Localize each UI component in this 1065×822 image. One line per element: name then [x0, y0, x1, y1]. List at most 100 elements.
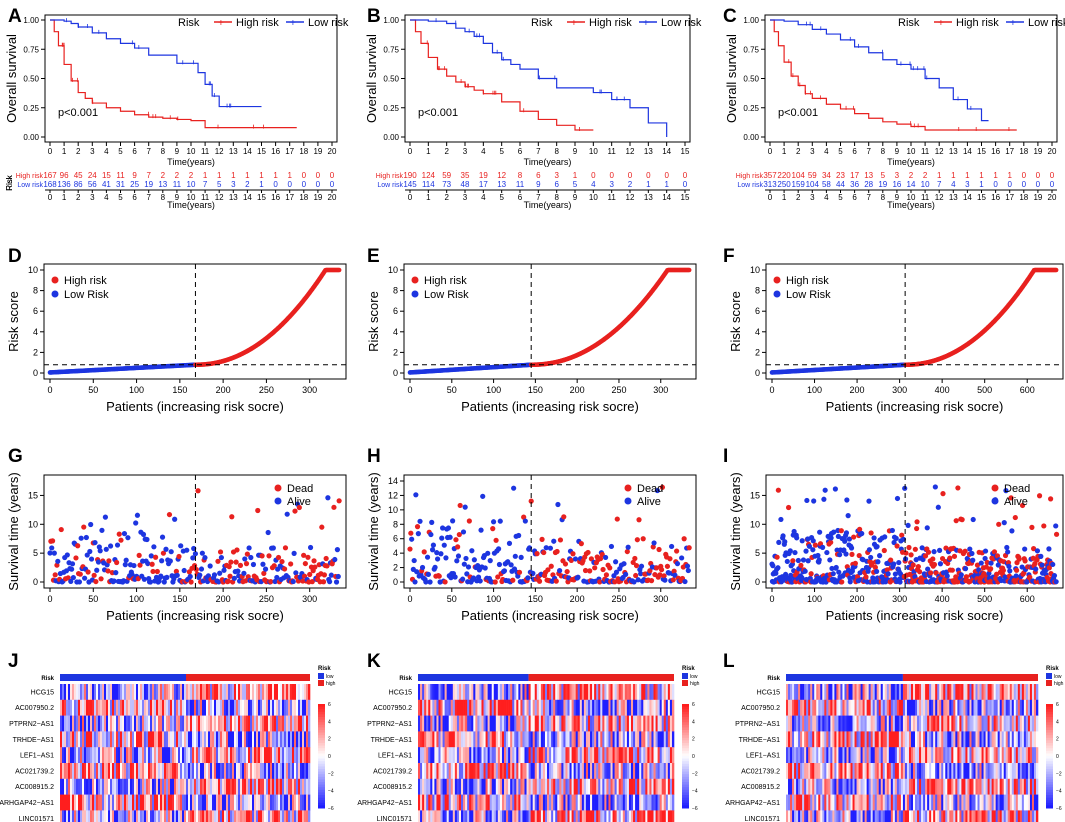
- heatmap-cell: [262, 747, 265, 764]
- heatmap-cell: [228, 684, 231, 701]
- heatmap-cell: [544, 747, 548, 764]
- heatmap-cell: [194, 699, 197, 716]
- risk-count-high: 17: [850, 171, 859, 180]
- heatmap-cell: [136, 715, 139, 732]
- heatmap-cell: [284, 684, 287, 701]
- heatmap-cell: [298, 747, 301, 764]
- x-tick-label: 2: [76, 147, 81, 156]
- heatmap-cell: [569, 731, 572, 748]
- dead-point: [648, 578, 655, 584]
- heatmap-cell: [504, 747, 507, 764]
- heatmap-cell: [66, 731, 69, 748]
- heatmap-cell: [94, 715, 97, 732]
- heatmap-cell: [624, 715, 628, 732]
- heatmap-cell: [230, 699, 233, 716]
- heatmap-cell: [72, 747, 75, 764]
- heatmap-cell: [620, 747, 624, 764]
- heatmap-cell: [284, 810, 287, 822]
- heatmap-cell: [596, 763, 599, 780]
- color-scale-step: [318, 784, 325, 788]
- heatmap-cell: [164, 794, 167, 811]
- heatmap-cell: [626, 699, 630, 716]
- heatmap-cell: [461, 731, 464, 748]
- heatmap-cell: [176, 763, 179, 780]
- heatmap-cell: [172, 684, 175, 701]
- heatmap-cell: [114, 731, 117, 748]
- alive-point: [816, 557, 822, 563]
- alive-point: [967, 546, 973, 552]
- y-tick-label: 0.50: [23, 75, 39, 84]
- alive-point: [806, 543, 813, 549]
- heatmap-cell: [202, 699, 205, 716]
- heatmap-cell: [302, 699, 305, 716]
- heatmap-cell: [618, 684, 622, 701]
- heatmap-cell: [659, 715, 663, 732]
- heatmap-cell: [154, 684, 157, 701]
- heatmap-cell: [290, 684, 293, 701]
- heatmap-cell: [184, 699, 187, 716]
- heatmap-cell: [264, 778, 267, 795]
- dead-point: [994, 553, 1001, 559]
- heatmap-cell: [192, 778, 195, 795]
- dead-point: [585, 549, 591, 556]
- alive-point: [260, 561, 266, 567]
- alive-point: [827, 557, 833, 563]
- heatmap-cell: [278, 810, 281, 822]
- heatmap-cell: [112, 747, 115, 764]
- heatmap-cell: [116, 747, 119, 764]
- heatmap-cell: [436, 763, 439, 780]
- heatmap-cell: [542, 763, 546, 780]
- heatmap-cell: [228, 778, 231, 795]
- alive-point: [49, 545, 55, 551]
- heatmap-cell: [292, 810, 295, 822]
- heatmap-cell: [70, 794, 73, 811]
- heatmap-cell: [461, 684, 464, 701]
- heatmap-cell: [284, 747, 287, 764]
- dead-point: [324, 563, 330, 569]
- heatmap-cell: [288, 684, 291, 701]
- heatmap-cell: [258, 731, 261, 748]
- gene-label: AC007950.2: [15, 705, 54, 712]
- risk-score-point: [1053, 267, 1059, 273]
- heatmap-cell: [616, 684, 620, 701]
- heatmap-cell: [224, 778, 227, 795]
- heatmap-cell: [70, 684, 73, 701]
- x-tick-label: 17: [1005, 193, 1014, 202]
- alive-point: [1005, 549, 1011, 555]
- alive-point: [242, 556, 248, 562]
- heatmap-cell: [238, 684, 241, 701]
- heatmap-cell: [518, 747, 521, 764]
- heatmap-cell: [122, 810, 125, 822]
- heatmap-cell: [651, 684, 654, 701]
- heatmap-cell: [268, 763, 271, 780]
- color-scale-label: 4: [328, 719, 331, 725]
- alive-point: [211, 572, 218, 578]
- y-tick-label: 0.25: [743, 104, 759, 113]
- heatmap-cell: [214, 747, 217, 764]
- heatmap-cell: [577, 731, 581, 748]
- heatmap-cell: [124, 731, 127, 748]
- heatmap-cell: [132, 731, 135, 748]
- heatmap-cell: [487, 699, 490, 716]
- dead-point: [1027, 574, 1033, 580]
- heatmap-cell: [190, 747, 193, 764]
- heatmap-cell: [264, 715, 267, 732]
- heatmap-cell: [62, 715, 65, 732]
- x-tick-label: 11: [608, 193, 617, 202]
- heatmap-cell: [158, 810, 161, 822]
- alive-point: [425, 571, 431, 578]
- dead-point: [309, 579, 315, 585]
- heatmap-cell: [70, 715, 73, 732]
- x-tick-label: 19: [313, 147, 322, 156]
- alive-point: [103, 546, 109, 552]
- heatmap-cell: [156, 715, 159, 732]
- heatmap-cell: [152, 684, 155, 701]
- heatmap-cell: [116, 699, 119, 716]
- panel-label-J: J: [8, 651, 19, 672]
- heatmap-cell: [216, 778, 219, 795]
- heatmap-cell: [438, 699, 441, 716]
- risk-count-high: 190: [403, 171, 417, 180]
- heatmap-cell: [114, 763, 117, 780]
- heatmap-cell: [78, 747, 81, 764]
- heatmap-cell: [148, 810, 151, 822]
